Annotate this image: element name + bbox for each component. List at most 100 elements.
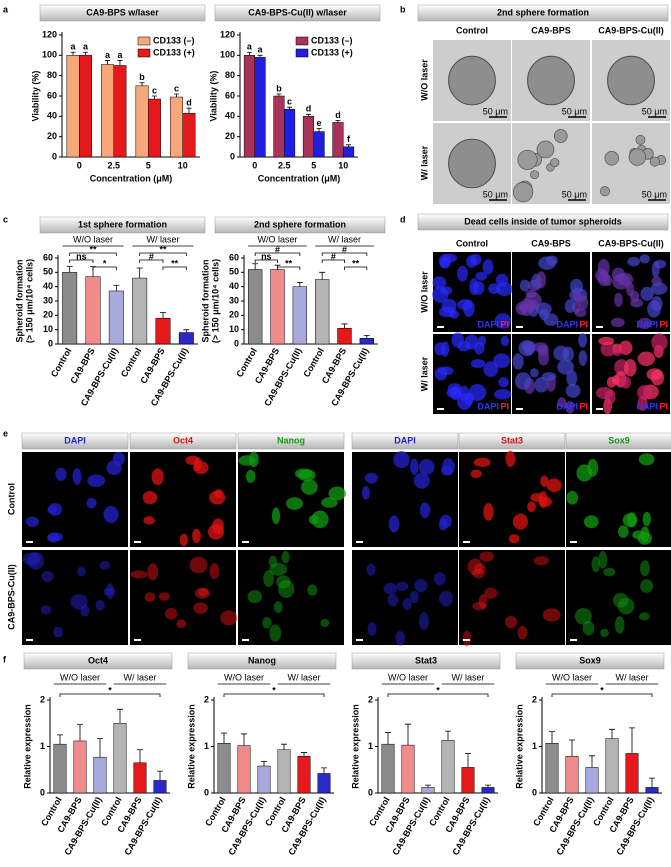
significance-letter: c (152, 85, 157, 95)
spheroid (448, 55, 496, 106)
nucleus (530, 368, 539, 378)
bar (270, 269, 285, 345)
significance-letter: a (117, 50, 123, 60)
nucleus (41, 570, 54, 582)
comparison-label: ** (89, 244, 97, 254)
bar (73, 740, 87, 794)
nucleus (297, 469, 316, 482)
cell-cluster (599, 186, 610, 197)
comparison-bracket (551, 693, 653, 697)
title-box (23, 652, 173, 670)
bar (441, 740, 455, 794)
nucleus (482, 259, 494, 275)
nucleus (514, 372, 532, 390)
row-label: W/ laser (419, 145, 429, 180)
nucleus (456, 265, 468, 282)
bar (53, 743, 67, 794)
bar (170, 96, 184, 158)
comparison-bracket (139, 259, 164, 263)
cell-cluster (635, 134, 646, 145)
title-box (565, 432, 671, 450)
panel-label: b (400, 4, 406, 14)
error-bar (346, 144, 352, 147)
title-box (417, 4, 669, 22)
spheroid (448, 138, 496, 189)
error-bar (296, 281, 303, 287)
row-label: W/ laser (419, 356, 429, 391)
y-tick-label: 0 (230, 151, 235, 161)
spheroid (527, 55, 575, 106)
significance-letter: a (247, 42, 253, 52)
nucleus (40, 605, 52, 615)
nucleus (176, 619, 187, 629)
significance-letter: a (258, 45, 264, 55)
error-bar (113, 284, 120, 291)
panel-title: Nanog (248, 655, 276, 665)
error-bar (363, 335, 370, 339)
panel-title: DAPI (64, 435, 86, 445)
nucleus (432, 276, 447, 289)
bar (337, 327, 352, 345)
bar (332, 122, 344, 158)
nucleus (463, 299, 475, 317)
comparison-label: * (436, 685, 440, 695)
error-bar (77, 724, 83, 741)
nucleus (618, 340, 633, 356)
significance-letter: d (306, 104, 312, 114)
cell-cluster (553, 129, 568, 143)
error-bar (405, 723, 411, 746)
error-bar (66, 266, 73, 273)
nucleus (565, 383, 581, 398)
y-tick-label: 20 (47, 131, 57, 141)
spheroid (607, 55, 655, 106)
nucleus (546, 255, 558, 266)
bar (343, 146, 355, 158)
comparison-bracket (254, 259, 278, 263)
nucleus (557, 359, 574, 375)
panel-title: Sox9 (579, 655, 601, 665)
nucleus (574, 607, 592, 625)
comparison-label: ns (261, 251, 272, 261)
bar (217, 742, 231, 794)
comparison-bracket (92, 266, 117, 270)
nucleus (472, 568, 486, 579)
panel-title: CA9-BPS w/laser (86, 7, 159, 17)
nucleus (620, 376, 632, 389)
significance-letter: d (335, 110, 341, 120)
stain-label: PI (659, 401, 668, 411)
nucleus (470, 359, 486, 368)
panel-label: f (3, 654, 7, 664)
nucleus (25, 516, 39, 527)
nucleus (388, 515, 400, 533)
panel-title: Oct4 (88, 655, 108, 665)
row-label: CA9-BPS-Cu(II) (6, 564, 16, 630)
nucleus (610, 317, 625, 328)
bar (155, 317, 171, 345)
error-bar (321, 767, 327, 774)
error-bar (301, 752, 307, 757)
bar (313, 131, 325, 158)
nucleus (493, 353, 511, 368)
nucleus (640, 526, 650, 543)
x-tick-label: 0 (252, 160, 257, 170)
title-box (458, 432, 566, 450)
error-bar (316, 128, 322, 132)
x-axis-label: Concentration (μM) (258, 173, 341, 183)
y-axis-label: Relative expression (514, 704, 524, 789)
nucleus (582, 620, 595, 636)
nucleus (473, 457, 491, 467)
panel-title: Nanog (277, 435, 305, 445)
micrograph (352, 452, 458, 547)
group-label: W/O laser (73, 234, 113, 244)
nucleus (504, 615, 518, 629)
nucleus (301, 479, 318, 495)
y-tick-label: 30 (43, 295, 53, 305)
y-tick-label: 20 (229, 310, 239, 320)
cell-cluster (536, 140, 555, 159)
comparison-bracket (344, 266, 368, 270)
nucleus (27, 552, 45, 570)
bar (545, 742, 559, 794)
nucleus (439, 257, 450, 269)
nucleus (192, 528, 201, 544)
